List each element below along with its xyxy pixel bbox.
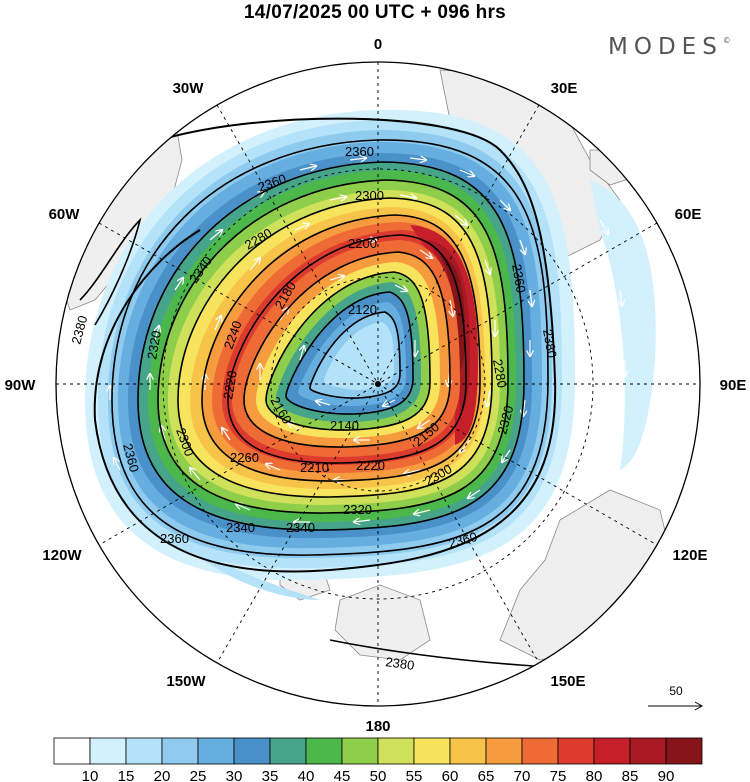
lon-label-150w: 150W (166, 673, 206, 690)
contour-label: 2320 (343, 502, 372, 517)
contour-label: 2220 (356, 458, 385, 473)
map-disc: 2120 2140 2150 2160 2180 2200 2210 2220 … (56, 62, 700, 706)
pole-dot-icon (375, 381, 381, 387)
lon-label-30w: 30W (173, 80, 205, 97)
contour-label: 2140 (330, 418, 359, 433)
copyright-mark: © (722, 36, 731, 45)
contour-label: 2300 (355, 188, 384, 203)
contour-label: 2210 (300, 460, 329, 475)
longitude-labels: 0 30E 60E 90E 120E 150E 180 150W 120W 90… (5, 36, 747, 735)
lon-label-30e: 30E (551, 80, 578, 97)
lon-label-90e: 90E (720, 377, 747, 394)
lon-label-60e: 60E (675, 206, 702, 223)
lon-label-120e: 120E (672, 547, 707, 564)
contour-label: 2320 (494, 404, 516, 436)
contour-label: 2200 (348, 236, 377, 251)
contour-label: 2340 (286, 520, 315, 535)
lon-label-120w: 120W (42, 547, 82, 564)
contour-label: 2360 (447, 529, 479, 551)
reference-vector: 50 (646, 684, 706, 716)
lon-label-150e: 150E (550, 673, 585, 690)
contour-label: 2360 (120, 442, 142, 474)
contour-label: 2360 (345, 144, 374, 159)
reference-vector-label: 50 (669, 684, 683, 698)
contour-label: 2340 (226, 520, 255, 535)
contour-label: 2120 (348, 302, 377, 317)
lon-label-90w: 90W (5, 377, 37, 394)
contour-label: 2220 (220, 369, 240, 400)
contour-label: 2280 (490, 358, 510, 389)
contour-label: 2360 (509, 263, 529, 294)
map-boundary (55, 61, 701, 707)
contour-label: 2380 (385, 654, 416, 673)
lon-label-60w: 60W (49, 206, 81, 223)
lon-label-180: 180 (365, 718, 390, 735)
map-title: 14/07/2025 00 UTC + 096 hrs (243, 2, 507, 23)
contour-label: 2380 (540, 328, 560, 359)
wind-vectors (110, 158, 625, 522)
reference-arrow-icon (648, 701, 704, 711)
lon-label-0: 0 (374, 36, 382, 53)
brand-name: MODES (608, 34, 723, 60)
contour-label: 2380 (68, 314, 90, 346)
contour-label: 2320 (144, 329, 164, 360)
brand-logo: MODES© (608, 34, 731, 60)
contour-label: 2360 (160, 531, 189, 546)
contour-label: 2260 (230, 450, 259, 465)
